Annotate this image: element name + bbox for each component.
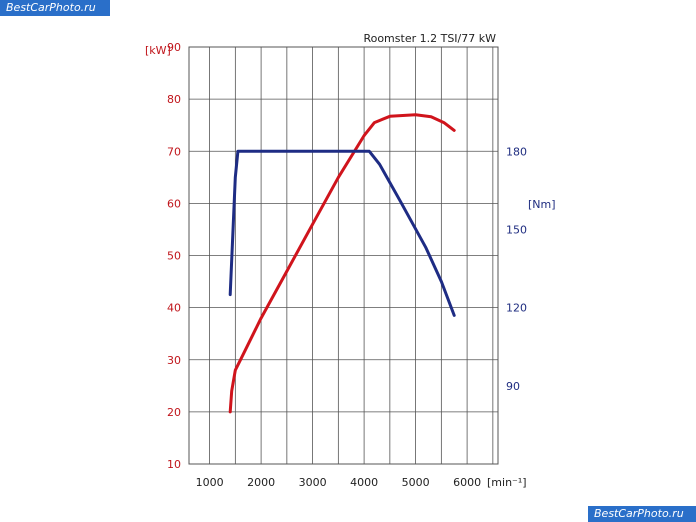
right-tick-label: 150 (506, 223, 527, 236)
left-tick-label: 20 (167, 406, 181, 419)
left-axis-ticks: 10 20 30 40 50 60 70 80 90 (167, 41, 181, 471)
x-tick-label: 6000 (453, 476, 481, 489)
left-tick-label: 70 (167, 145, 181, 158)
left-tick-label: 10 (167, 458, 181, 471)
power-curve-line (228, 113, 456, 414)
right-axis-ticks: 90 120 150 180 (506, 145, 527, 393)
chart-title: Roomster 1.2 TSI/77 kW (363, 32, 496, 45)
series-lines (228, 113, 456, 414)
x-tick-label: 3000 (299, 476, 327, 489)
right-tick-label: 120 (506, 302, 527, 315)
watermark-top: BestCarPhoto.ru (0, 0, 110, 16)
x-axis-ticks: 1000 2000 3000 4000 5000 6000 (196, 476, 482, 489)
x-tick-label: 4000 (350, 476, 378, 489)
left-tick-label: 40 (167, 302, 181, 315)
x-axis-label: [min⁻¹] (487, 476, 527, 489)
right-axis-label: [Nm] (528, 198, 556, 211)
watermark-bottom: BestCarPhoto.ru (588, 506, 696, 522)
torque-curve-line (228, 149, 456, 317)
left-tick-label: 90 (167, 41, 181, 54)
x-tick-label: 1000 (196, 476, 224, 489)
right-tick-label: 180 (506, 145, 527, 158)
left-tick-label: 30 (167, 354, 181, 367)
grid (189, 47, 498, 464)
x-tick-label: 2000 (247, 476, 275, 489)
right-tick-label: 90 (506, 380, 520, 393)
left-tick-label: 80 (167, 93, 181, 106)
left-axis-label: [kW] (145, 44, 171, 57)
left-tick-label: 50 (167, 250, 181, 263)
left-tick-label: 60 (167, 197, 181, 210)
x-tick-label: 5000 (402, 476, 430, 489)
